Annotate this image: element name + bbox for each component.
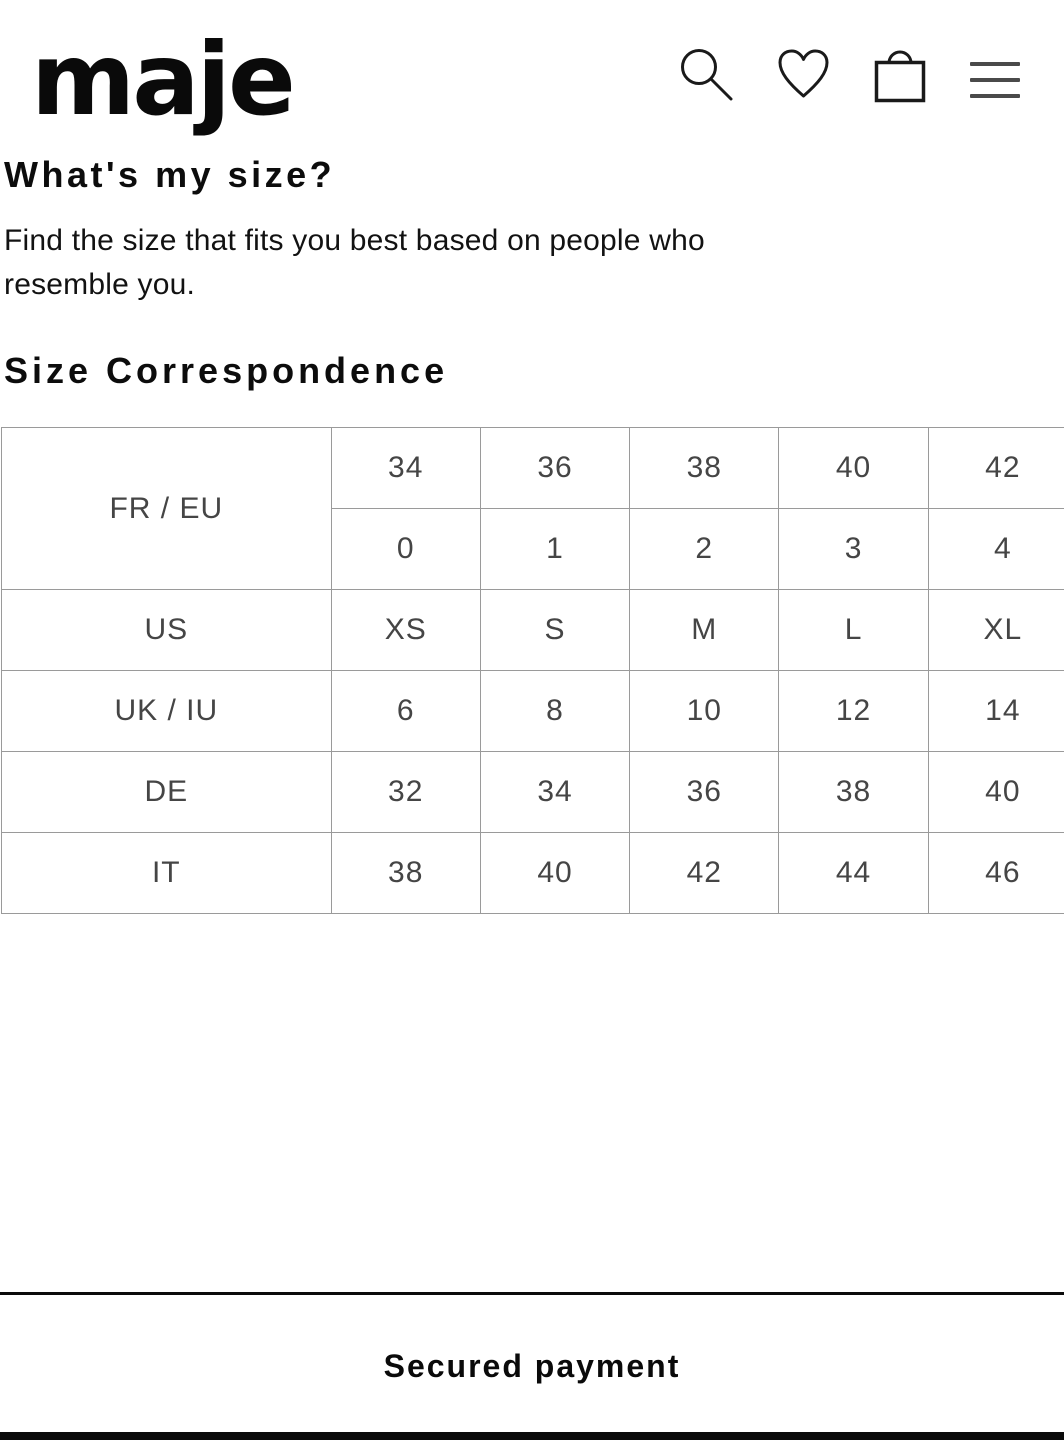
row-label-uk-iu: UK / IU: [1, 670, 332, 752]
table-row-uk-iu: UK / IU 6 8 10 12 14: [1, 670, 1064, 752]
size-correspondence-table: FR / EU 34 36 38 40 42 0 1 2 3 4 US XS: [1, 427, 1064, 914]
size-cell: 14: [927, 670, 1064, 752]
bottom-edge-bar: [0, 1432, 1064, 1440]
search-icon: [681, 49, 733, 101]
size-cell: 8: [479, 670, 631, 752]
footer-divider: [0, 1292, 1064, 1295]
size-correspondence-heading: Size Correspondence: [4, 350, 449, 391]
secured-payment-label: Secured payment: [383, 1348, 681, 1384]
size-cell: 38: [778, 751, 929, 833]
table-row-it: IT 38 40 42 44 46: [1, 832, 1064, 914]
row-label-de: DE: [1, 751, 332, 833]
size-cell: XL: [927, 589, 1064, 671]
size-cell: 38: [629, 427, 780, 509]
size-cell: 38: [330, 832, 481, 914]
size-cell: 40: [479, 832, 631, 914]
size-cell: 1: [479, 508, 631, 590]
heart-icon: [778, 49, 829, 98]
size-cell: 32: [330, 751, 481, 833]
size-cell: 36: [479, 427, 631, 509]
size-cell: 40: [927, 751, 1064, 833]
table-row-de: DE 32 34 36 38 40: [1, 751, 1064, 833]
row-label-us: US: [1, 589, 332, 671]
size-cell: 42: [927, 427, 1064, 509]
row-label-it: IT: [1, 832, 332, 914]
size-cell: 40: [778, 427, 929, 509]
page-title: What's my size?: [4, 154, 336, 195]
size-cell: S: [479, 589, 631, 671]
size-cell: 44: [778, 832, 929, 914]
wishlist-button[interactable]: [777, 48, 830, 100]
menu-button[interactable]: [970, 48, 1020, 98]
size-cell: 34: [330, 427, 481, 509]
size-cell: 10: [629, 670, 780, 752]
size-cell: L: [778, 589, 929, 671]
size-cell: 36: [629, 751, 780, 833]
shopping-bag-icon: [874, 50, 926, 103]
brand-logo[interactable]: maje: [31, 21, 296, 138]
search-button[interactable]: [680, 48, 733, 101]
size-cell: XS: [330, 589, 481, 671]
intro-description: Find the size that fits you best based o…: [4, 224, 705, 301]
size-cell: 2: [629, 508, 780, 590]
header-icon-nav: [680, 48, 1020, 108]
size-cell: 0: [330, 508, 481, 590]
size-cell: 3: [778, 508, 929, 590]
table-row-fr-eu-bottom: 0 1 2 3 4: [2, 508, 1064, 590]
size-cell: M: [629, 589, 780, 671]
cart-button[interactable]: [874, 46, 926, 103]
size-cell: 42: [629, 832, 780, 914]
size-cell: 34: [479, 751, 631, 833]
row-label-fr-eu: FR / EU: [1, 427, 332, 590]
size-cell: 12: [778, 670, 929, 752]
table-row-us: US XS S M L XL: [1, 589, 1064, 671]
size-cell: 6: [330, 670, 481, 752]
size-cell: 4: [927, 508, 1064, 590]
table-row-fr-eu-top: FR / EU 34 36 38 40 42: [1, 427, 1064, 590]
hamburger-icon: [970, 62, 1020, 98]
size-cell: 46: [927, 832, 1064, 914]
